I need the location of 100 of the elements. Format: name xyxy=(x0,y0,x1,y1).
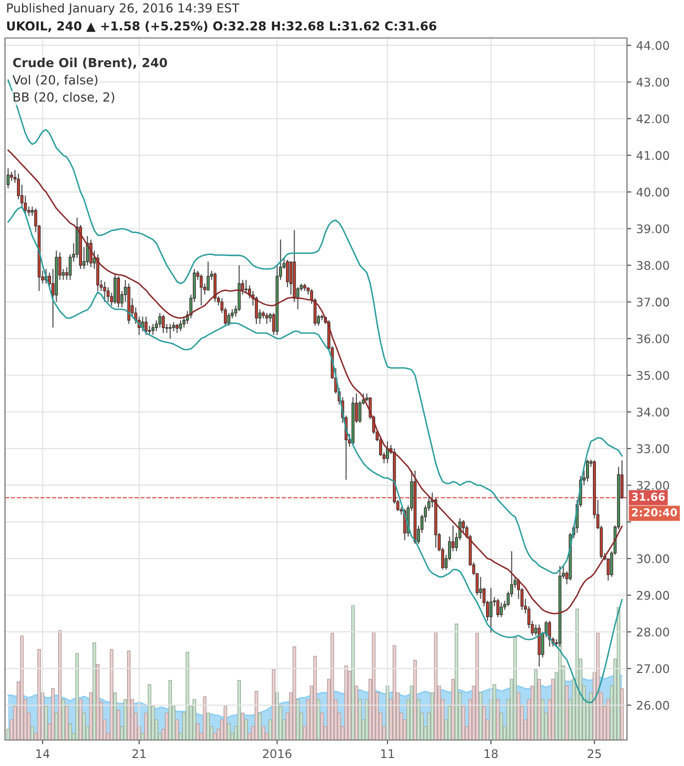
y-tick-label: 29.00 xyxy=(636,590,670,600)
candlestick xyxy=(227,312,230,326)
bar xyxy=(358,699,362,740)
bar xyxy=(575,608,579,740)
ref-line-label: 31.66 xyxy=(632,492,665,501)
bar xyxy=(454,623,458,740)
y-tick-label: 33.00 xyxy=(636,444,670,454)
bar xyxy=(364,699,369,740)
chart-title: UKOIL, 240 ▲ +1.58 (+5.25%) O:32.28 H:32.68 L:31.62 C:31.66 xyxy=(7,21,436,32)
bar xyxy=(451,678,455,740)
y-tick-label: 36.00 xyxy=(636,334,670,344)
x-tick-label: 2016 xyxy=(262,749,292,758)
candlestick xyxy=(148,325,151,336)
bar xyxy=(540,699,544,740)
candlestick xyxy=(162,314,165,334)
bar xyxy=(244,719,248,740)
candlestick xyxy=(151,323,154,336)
bar xyxy=(372,632,376,740)
bar xyxy=(68,723,72,740)
bar xyxy=(534,669,538,740)
bar xyxy=(589,692,593,740)
bar xyxy=(499,712,504,740)
candlestick xyxy=(10,171,14,182)
candlestick xyxy=(286,259,289,288)
candlestick xyxy=(479,576,482,600)
bar xyxy=(227,723,231,740)
x-tick-label: 21 xyxy=(132,749,146,758)
x-tick-label: 14 xyxy=(36,749,50,758)
candlestick xyxy=(289,261,292,296)
bar xyxy=(410,686,414,740)
bar xyxy=(64,706,69,740)
bar xyxy=(58,630,62,740)
bar xyxy=(482,706,486,740)
bar xyxy=(51,688,55,740)
candlestick xyxy=(265,312,268,324)
bar xyxy=(516,692,520,740)
bar xyxy=(20,636,24,740)
bar xyxy=(462,706,466,740)
candlestick xyxy=(500,602,503,618)
y-tick-label: 41.00 xyxy=(636,151,670,160)
bar xyxy=(89,692,93,740)
bar xyxy=(620,688,624,740)
bar xyxy=(330,632,334,740)
line-series xyxy=(7,149,623,614)
chart-subtitle: Published January 26, 2016 14:39 EST xyxy=(7,3,240,15)
y-tick-label: 27.00 xyxy=(636,664,670,674)
y-tick-label: 26.00 xyxy=(636,700,670,710)
bar xyxy=(175,719,179,740)
bar xyxy=(537,678,542,740)
bar xyxy=(606,699,610,740)
bar xyxy=(292,646,296,740)
x-tick-label: 25 xyxy=(588,749,601,758)
bar xyxy=(262,726,266,740)
bar xyxy=(30,726,34,740)
bar xyxy=(127,650,131,740)
bar xyxy=(164,712,169,740)
bar xyxy=(224,706,228,740)
candlestick xyxy=(103,281,106,302)
bar xyxy=(202,696,206,740)
bar xyxy=(44,706,48,740)
bar xyxy=(113,692,117,740)
candlestick xyxy=(386,440,389,464)
text: 2:20:40 xyxy=(632,508,677,516)
bar xyxy=(551,678,555,740)
y-tick-label: 37.00 xyxy=(636,298,670,307)
y-tick-label: 34.00 xyxy=(636,408,670,417)
bar xyxy=(54,712,58,740)
bar xyxy=(78,699,82,740)
candlestick xyxy=(158,312,162,328)
bar xyxy=(192,699,196,740)
line-series xyxy=(7,206,623,704)
candlestick xyxy=(489,587,492,634)
bar xyxy=(6,728,10,740)
y-tick-label: 38.00 xyxy=(636,261,670,270)
bar xyxy=(492,684,496,740)
bar xyxy=(416,699,420,740)
candlestick xyxy=(6,168,10,189)
bar xyxy=(61,699,66,740)
y-tick-label: 35.00 xyxy=(636,370,670,380)
y-tick-label: 28.00 xyxy=(636,628,670,637)
bar xyxy=(96,664,100,740)
bar xyxy=(565,686,569,740)
candlestick xyxy=(179,320,182,332)
bar xyxy=(148,684,152,740)
bar xyxy=(354,686,358,740)
bar xyxy=(240,712,244,740)
candlestick xyxy=(496,598,500,618)
bar xyxy=(320,712,324,740)
bar xyxy=(596,632,600,740)
bar xyxy=(496,699,500,740)
bar xyxy=(237,680,241,740)
bar xyxy=(272,669,276,740)
y-tick-label: 32.00 xyxy=(636,480,670,490)
bar xyxy=(124,699,128,740)
candlestick xyxy=(176,323,179,334)
bar xyxy=(186,652,190,740)
bar xyxy=(206,712,210,740)
annotation: Vol (20, false) xyxy=(12,74,98,86)
annotation: Crude Oil (Brent), 240 xyxy=(13,58,168,69)
bar xyxy=(37,649,41,740)
